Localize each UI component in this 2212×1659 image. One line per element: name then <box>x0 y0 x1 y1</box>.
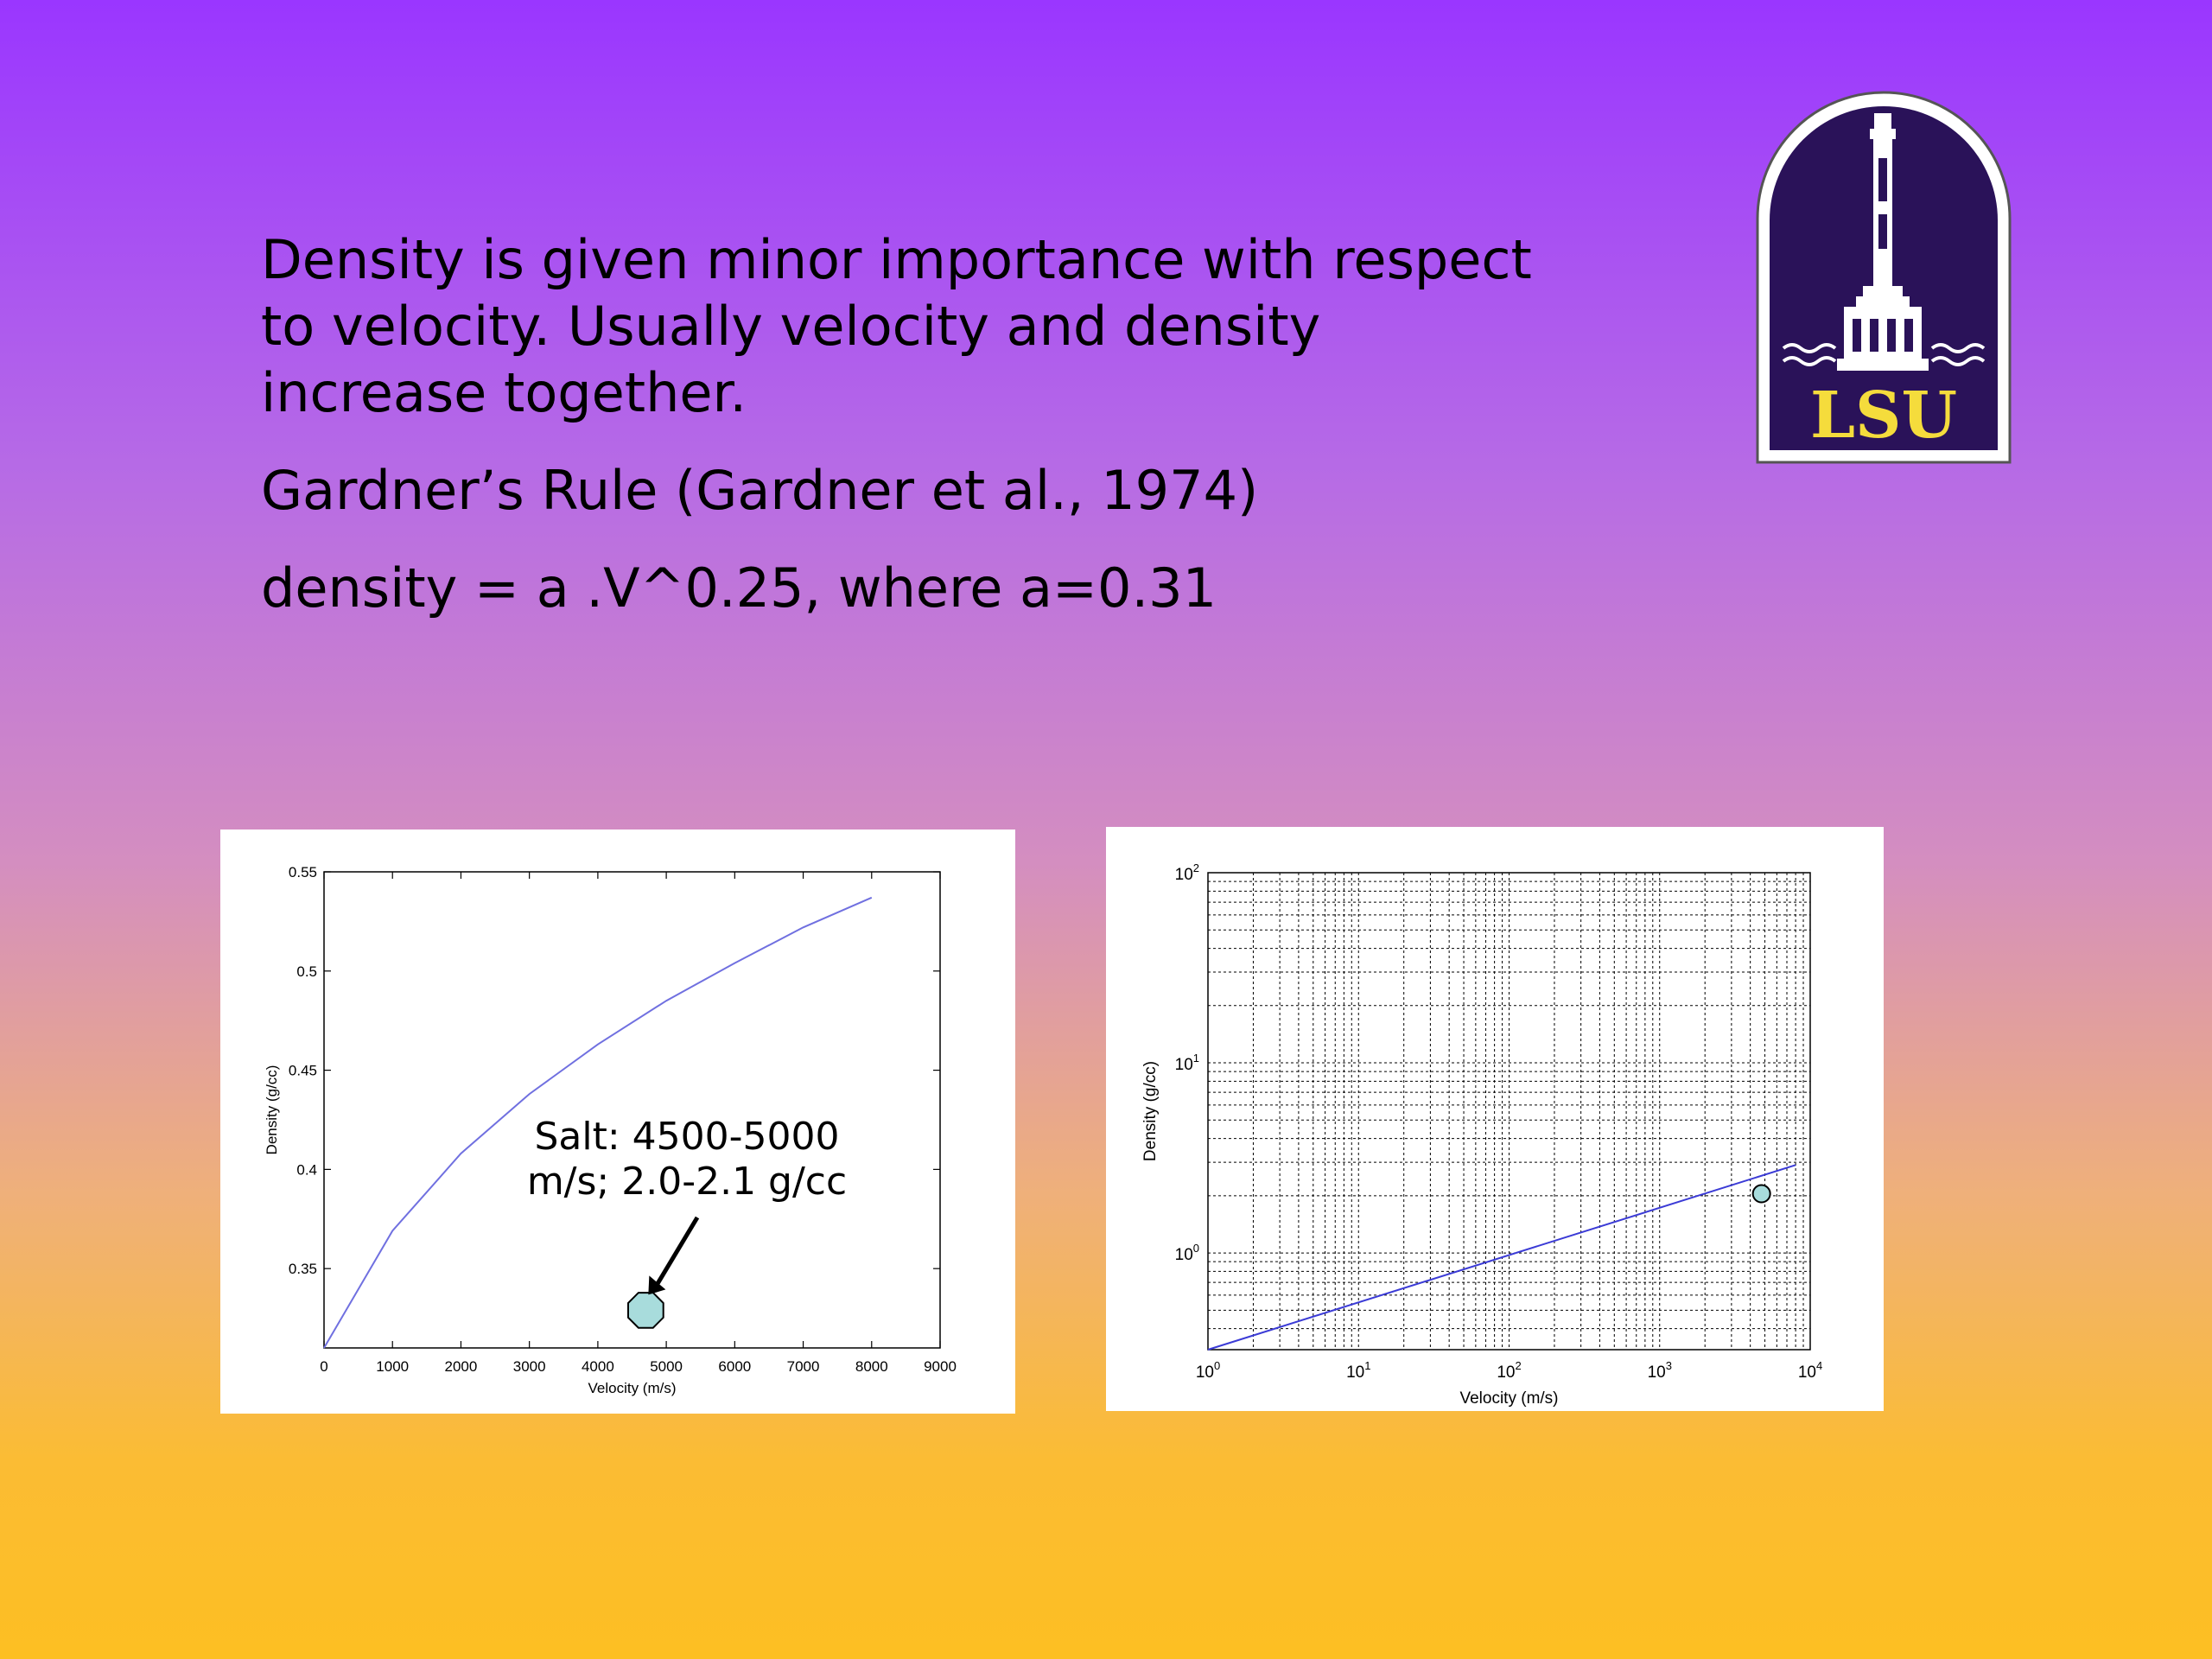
salt-annotation-line-1: Salt: 4500-5000 <box>534 1115 840 1159</box>
x-tick-label: 8000 <box>855 1358 888 1375</box>
x-tick-label: 9000 <box>924 1358 957 1375</box>
y-tick-label: 0.35 <box>289 1261 317 1277</box>
salt-marker <box>627 1292 664 1329</box>
text-gardners-rule: Gardner’s Rule (Gardner et al., 1974) <box>261 459 1259 522</box>
gardner-curve <box>323 896 873 1349</box>
x-tick-label: 1000 <box>376 1358 409 1375</box>
salt-annotation: Salt: 4500-5000 m/s; 2.0-2.1 g/cc <box>514 1115 860 1205</box>
annotation-arrow-shaft <box>654 1216 700 1287</box>
x-tick-label: 100 <box>1196 1359 1220 1382</box>
x-tick-label: 5000 <box>650 1358 683 1375</box>
chart-loglog-svg: 100 101 102 103 104 100 101 102 Velocity (m/s) De… <box>1141 861 1822 1408</box>
gardner-line <box>1207 1164 1796 1351</box>
slide-text: Density is given minor importance with r… <box>261 226 1557 652</box>
plot-frame <box>323 871 941 1349</box>
y-tick-label: 101 <box>1175 1052 1199 1074</box>
x-tick-label: 103 <box>1648 1359 1672 1382</box>
y-tick-label: 0.45 <box>289 1063 317 1079</box>
salt-marker <box>1751 1184 1771 1204</box>
x-tick-label: 101 <box>1346 1359 1370 1382</box>
lsu-logo-text: LSU <box>1810 378 1957 453</box>
x-tick-label: 4000 <box>582 1358 614 1375</box>
lsu-logo: LSU <box>1756 91 2012 464</box>
y-axis-label: Density (g/cc) <box>1141 1061 1160 1161</box>
x-tick-label: 2000 <box>445 1358 478 1375</box>
chart-linear-svg: 0 1000 2000 3000 4000 5000 6000 7000 8000 9000 0.3… <box>264 864 957 1396</box>
chart-density-linear: 0 1000 2000 3000 4000 5000 6000 7000 8000 9000 0.3… <box>220 830 1015 1414</box>
text-density-importance: Density is given minor importance with r… <box>261 228 1532 424</box>
y-axis-label: Density (g/cc) <box>264 1065 280 1155</box>
chart-density-loglog: 100 101 102 103 104 100 101 102 Velocity (m/s) De… <box>1106 827 1884 1411</box>
y-tick-label: 0.5 <box>296 963 317 980</box>
x-tick-label: 0 <box>320 1358 327 1375</box>
x-tick-label: 7000 <box>787 1358 820 1375</box>
y-tick-label: 0.4 <box>296 1161 317 1178</box>
x-tick-label: 6000 <box>718 1358 751 1375</box>
y-tick-label: 100 <box>1175 1242 1199 1264</box>
x-tick-label: 3000 <box>513 1358 546 1375</box>
salt-annotation-line-2: m/s; 2.0-2.1 g/cc <box>526 1160 848 1204</box>
x-tick-label: 104 <box>1798 1359 1822 1382</box>
y-tick-label: 0.55 <box>289 864 317 880</box>
x-axis-label: Velocity (m/s) <box>1459 1389 1558 1408</box>
text-density-formula: density = a .V^0.25, where a=0.31 <box>261 556 1217 620</box>
plot-frame <box>1207 872 1811 1351</box>
x-axis-label: Velocity (m/s) <box>588 1380 676 1396</box>
annotation-arrow-head <box>648 1275 666 1295</box>
x-tick-label: 102 <box>1497 1359 1521 1382</box>
y-tick-label: 102 <box>1175 861 1199 884</box>
